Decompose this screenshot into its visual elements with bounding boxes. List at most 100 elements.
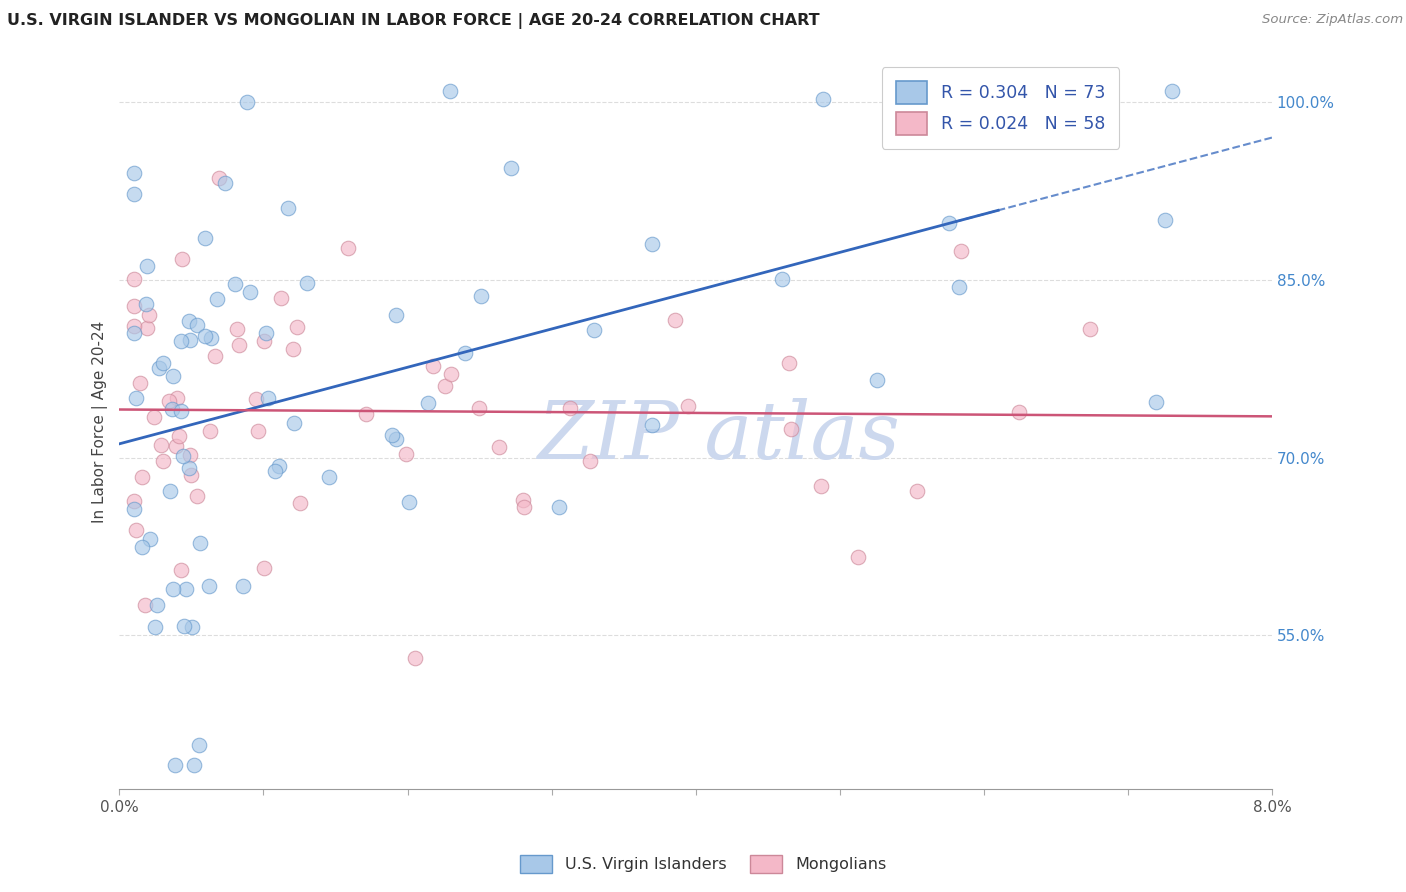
- Point: [232, 579, 254, 593]
- Point: [811, 91, 834, 105]
- Point: [163, 758, 186, 772]
- Point: [281, 343, 304, 357]
- Point: [416, 396, 439, 410]
- Point: [246, 425, 269, 439]
- Point: [405, 651, 427, 665]
- Point: [245, 392, 267, 406]
- Point: [152, 454, 174, 468]
- Point: [122, 166, 145, 180]
- Point: [318, 470, 340, 484]
- Point: [548, 500, 571, 514]
- Point: [385, 308, 408, 322]
- Point: [256, 391, 278, 405]
- Point: [253, 561, 276, 575]
- Point: [131, 540, 153, 554]
- Point: [148, 361, 170, 376]
- Text: ZIP atlas: ZIP atlas: [537, 398, 900, 475]
- Point: [125, 391, 148, 405]
- Point: [122, 319, 145, 334]
- Point: [470, 289, 492, 303]
- Point: [512, 493, 534, 508]
- Y-axis label: In Labor Force | Age 20-24: In Labor Force | Age 20-24: [93, 321, 108, 524]
- Point: [207, 292, 229, 306]
- Point: [177, 460, 200, 475]
- Point: [150, 438, 173, 452]
- Point: [122, 272, 145, 286]
- Point: [167, 429, 190, 443]
- Point: [142, 410, 165, 425]
- Point: [439, 84, 461, 98]
- Point: [173, 619, 195, 633]
- Point: [208, 170, 231, 185]
- Point: [236, 95, 259, 110]
- Point: [174, 582, 197, 596]
- Point: [778, 356, 800, 370]
- Point: [197, 579, 219, 593]
- Point: [228, 338, 250, 352]
- Point: [1144, 394, 1167, 409]
- Point: [254, 326, 277, 341]
- Point: [512, 500, 534, 514]
- Point: [136, 321, 159, 335]
- Point: [270, 291, 292, 305]
- Point: [398, 494, 420, 508]
- Point: [170, 252, 193, 266]
- Point: [204, 349, 226, 363]
- Point: [135, 297, 157, 311]
- Point: [186, 318, 208, 332]
- Point: [122, 501, 145, 516]
- Point: [159, 483, 181, 498]
- Point: [905, 484, 928, 499]
- Point: [170, 403, 193, 417]
- Point: [285, 320, 308, 334]
- Point: [224, 277, 246, 292]
- Point: [166, 391, 188, 405]
- Point: [779, 422, 801, 436]
- Point: [269, 459, 291, 474]
- Point: [959, 84, 981, 98]
- Point: [770, 272, 793, 286]
- Point: [183, 758, 205, 772]
- Point: [170, 334, 193, 348]
- Point: [180, 467, 202, 482]
- Point: [283, 416, 305, 430]
- Point: [145, 598, 167, 612]
- Point: [560, 401, 582, 415]
- Point: [179, 333, 201, 347]
- Point: [1069, 84, 1091, 98]
- Point: [129, 376, 152, 390]
- Point: [422, 359, 444, 373]
- Point: [214, 176, 236, 190]
- Point: [198, 425, 221, 439]
- Point: [440, 367, 463, 381]
- Point: [162, 369, 184, 384]
- Point: [336, 241, 359, 255]
- Point: [454, 345, 477, 359]
- Point: [381, 428, 404, 442]
- Point: [488, 440, 510, 454]
- Point: [145, 620, 167, 634]
- Point: [134, 598, 156, 612]
- Point: [181, 620, 204, 634]
- Point: [165, 438, 187, 452]
- Point: [290, 496, 312, 510]
- Point: [122, 493, 145, 508]
- Point: [122, 299, 145, 313]
- Point: [194, 231, 217, 245]
- Point: [170, 563, 193, 577]
- Point: [131, 470, 153, 484]
- Point: [177, 314, 200, 328]
- Point: [188, 738, 211, 752]
- Point: [264, 464, 287, 478]
- Point: [194, 328, 217, 343]
- Point: [582, 323, 605, 337]
- Point: [295, 277, 318, 291]
- Point: [641, 236, 664, 251]
- Point: [468, 401, 491, 415]
- Point: [157, 393, 180, 408]
- Point: [186, 489, 208, 503]
- Point: [136, 259, 159, 273]
- Point: [949, 244, 972, 259]
- Point: [579, 454, 602, 468]
- Point: [810, 479, 832, 493]
